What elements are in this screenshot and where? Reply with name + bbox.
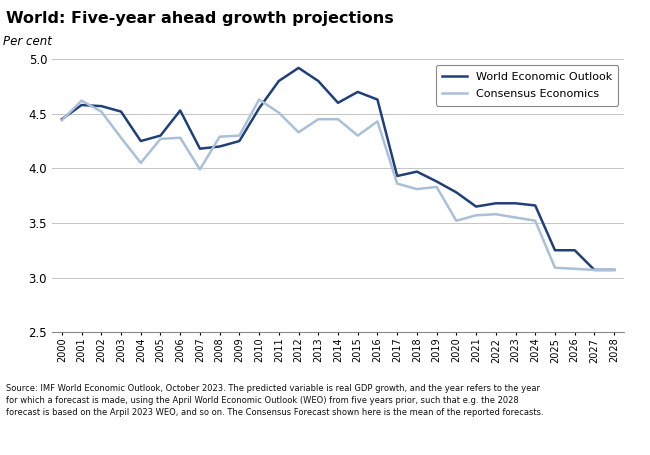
Consensus Economics: [176, 135, 184, 141]
Consensus Economics: [492, 212, 500, 217]
World Economic Outlook: [610, 267, 618, 273]
Text: World: Five-year ahead growth projections: World: Five-year ahead growth projection…: [6, 11, 395, 26]
World Economic Outlook: [176, 108, 184, 113]
World Economic Outlook: [255, 106, 263, 111]
Consensus Economics: [78, 98, 86, 103]
Consensus Economics: [235, 133, 243, 138]
Consensus Economics: [433, 184, 441, 190]
Consensus Economics: [117, 135, 125, 141]
World Economic Outlook: [334, 100, 342, 106]
Consensus Economics: [551, 265, 559, 270]
Consensus Economics: [196, 167, 204, 172]
Consensus Economics: [334, 116, 342, 122]
World Economic Outlook: [58, 116, 66, 122]
Consensus Economics: [354, 133, 361, 138]
Line: Consensus Economics: Consensus Economics: [62, 100, 614, 270]
World Economic Outlook: [196, 146, 204, 152]
World Economic Outlook: [354, 89, 361, 95]
Consensus Economics: [294, 130, 302, 135]
Consensus Economics: [531, 218, 539, 223]
World Economic Outlook: [315, 78, 322, 84]
Legend: World Economic Outlook, Consensus Economics: World Economic Outlook, Consensus Econom…: [436, 65, 618, 106]
World Economic Outlook: [157, 133, 164, 138]
Consensus Economics: [216, 134, 224, 139]
Line: World Economic Outlook: World Economic Outlook: [62, 68, 614, 270]
World Economic Outlook: [512, 201, 519, 206]
Consensus Economics: [98, 109, 105, 114]
World Economic Outlook: [216, 144, 224, 149]
World Economic Outlook: [294, 65, 302, 71]
World Economic Outlook: [452, 190, 460, 195]
Text: Source: IMF World Economic Outlook, October 2023. The predicted variable is real: Source: IMF World Economic Outlook, Octo…: [6, 384, 544, 417]
Consensus Economics: [157, 136, 164, 142]
World Economic Outlook: [78, 102, 86, 108]
World Economic Outlook: [275, 78, 283, 84]
Consensus Economics: [58, 117, 66, 123]
Consensus Economics: [137, 160, 145, 166]
Consensus Economics: [393, 181, 401, 187]
Consensus Economics: [590, 267, 598, 273]
World Economic Outlook: [98, 103, 105, 109]
Consensus Economics: [315, 116, 322, 122]
Consensus Economics: [571, 266, 578, 272]
Consensus Economics: [275, 110, 283, 116]
World Economic Outlook: [551, 248, 559, 253]
World Economic Outlook: [590, 267, 598, 273]
Consensus Economics: [610, 267, 618, 273]
World Economic Outlook: [492, 201, 500, 206]
World Economic Outlook: [571, 248, 578, 253]
Consensus Economics: [374, 119, 382, 124]
World Economic Outlook: [472, 204, 480, 209]
Consensus Economics: [452, 218, 460, 223]
World Economic Outlook: [235, 138, 243, 144]
World Economic Outlook: [413, 169, 421, 174]
Consensus Economics: [512, 215, 519, 220]
World Economic Outlook: [117, 109, 125, 114]
World Economic Outlook: [531, 203, 539, 208]
Text: Per cent: Per cent: [3, 35, 52, 48]
World Economic Outlook: [393, 173, 401, 179]
World Economic Outlook: [137, 138, 145, 144]
Consensus Economics: [255, 97, 263, 102]
World Economic Outlook: [374, 97, 382, 102]
Consensus Economics: [472, 212, 480, 218]
World Economic Outlook: [433, 179, 441, 184]
Consensus Economics: [413, 187, 421, 192]
